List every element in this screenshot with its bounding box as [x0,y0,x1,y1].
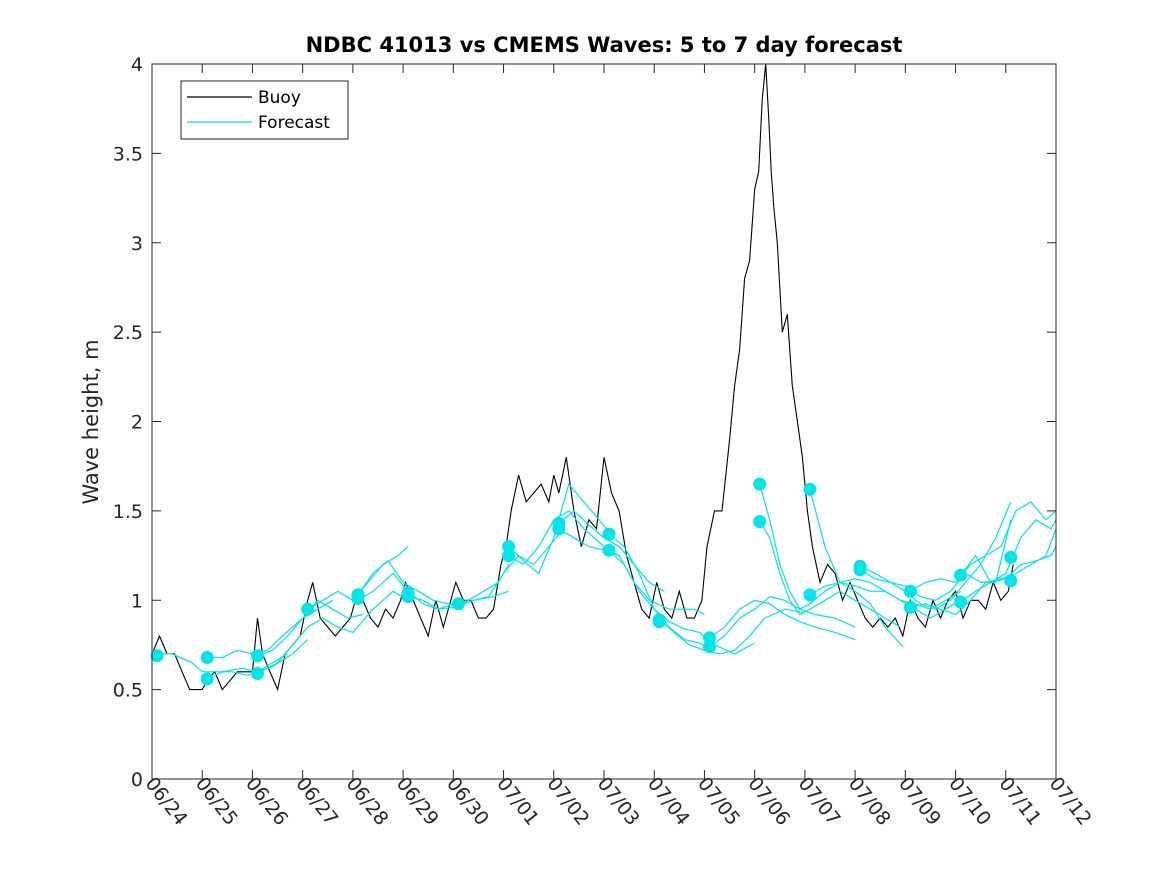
forecast-line-18 [709,596,856,648]
y-tick-label: 1.5 [113,501,143,523]
buoy-line [151,63,1014,692]
forecast-line-15 [608,549,755,655]
x-tick-label: 07/09 [894,773,945,830]
forecast-line-26 [910,528,1057,616]
y-tick-label: 0.5 [113,680,143,702]
y-tick-label: 3 [131,233,143,255]
y-tick-label: 2.5 [113,322,143,344]
x-tick-label: 06/30 [442,773,493,830]
forecast-line-11 [508,510,620,566]
legend-label-forecast: Forecast [258,113,330,133]
forecast-point [703,631,716,645]
forecast-line-9 [458,528,565,605]
y-axis-label: Wave height, m [79,339,103,504]
forecast-points [150,477,1018,686]
plot-area [150,63,1057,692]
forecast-point [803,588,817,602]
forecast-point [502,549,516,563]
forecast-point [1004,574,1018,588]
forecast-line-16 [658,608,806,655]
forecast-point [753,515,767,529]
x-tick-label: 06/28 [342,773,393,830]
forecast-point [602,543,616,557]
forecast-series [152,482,1057,680]
x-tick-label: 07/02 [542,773,593,830]
x-tick-label: 07/01 [492,773,543,830]
chart-title: NDBC 41013 vs CMEMS Waves: 5 to 7 day fo… [306,33,903,57]
forecast-line-6 [357,560,464,610]
forecast-point [502,540,516,554]
forecast-point [602,527,616,541]
x-tick-label: 07/12 [1045,773,1096,830]
forecast-line-25 [910,501,1057,592]
forecast-line-22 [809,578,961,610]
forecast-line-7 [357,572,509,610]
axis-ticks [151,63,1057,780]
forecast-point [401,590,415,604]
x-tick-label: 06/26 [241,773,292,830]
forecast-point [200,672,214,686]
forecast-point [954,595,968,609]
forecast-point [1004,550,1018,564]
forecast-line-12 [558,510,665,592]
x-tick-label: 06/25 [191,773,242,830]
x-tick-label: 07/10 [944,773,995,830]
forecast-point [251,667,264,680]
forecast-line-4 [257,590,409,675]
forecast-point [652,615,666,629]
forecast-line-10 [508,482,615,575]
y-tick-label: 2 [131,412,143,434]
forecast-point [150,649,164,663]
forecast-point [803,482,817,496]
forecast-point [853,563,867,577]
buoy-series [151,63,1014,692]
x-tick-labels: 06/24 06/25 06/26 06/27 06/28 06/29 06/30 07/01… [141,773,1096,830]
forecast-line-14 [608,533,715,651]
x-tick-label: 06/24 [141,773,192,830]
forecast-point [301,602,315,616]
forecast-point [251,649,264,663]
legend-box [180,80,349,140]
legend-label-buoy: Buoy [258,88,301,108]
y-tick-label: 3.5 [113,143,143,165]
x-tick-label: 07/11 [994,773,1045,830]
x-tick-label: 07/03 [593,773,644,830]
forecast-line-17 [709,599,856,641]
forecast-point [552,522,566,536]
x-tick-label: 07/08 [844,773,895,830]
axes-box [151,63,1057,780]
forecast-point [451,597,465,611]
x-tick-label: 07/07 [794,773,845,830]
legend: Buoy Forecast [180,80,349,140]
forecast-line-19 [759,521,901,628]
forecast-line-23 [859,501,1012,610]
x-tick-label: 06/29 [392,773,443,830]
forecast-point [703,640,716,654]
y-tick-label: 0 [131,769,143,791]
forecast-line-20 [759,483,904,648]
forecast-point [903,584,917,598]
y-tick-label: 4 [131,54,143,76]
x-tick-label: 07/04 [643,773,694,830]
forecast-point [351,592,365,605]
forecast-point [903,600,917,614]
forecast-point [753,477,767,491]
x-tick-label: 07/05 [693,773,744,830]
forecast-point [200,651,214,664]
y-tick-label: 1 [131,590,143,612]
forecast-line-24 [859,519,1012,601]
x-tick-label: 07/06 [743,773,794,830]
forecast-line-27 [960,546,1057,603]
y-tick-labels: 0 0.5 1 1.5 2 2.5 3 3.5 4 [113,54,143,791]
forecast-point [954,568,968,582]
x-tick-label: 06/27 [291,773,342,830]
